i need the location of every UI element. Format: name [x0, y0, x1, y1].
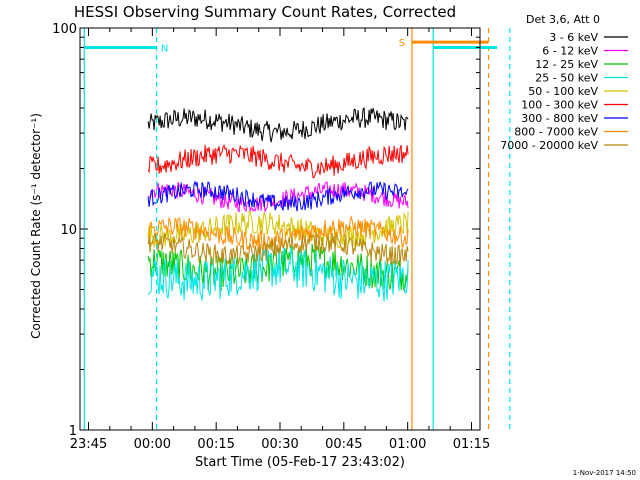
legend-label: 3 - 6 keV — [549, 31, 598, 44]
legend-label: 25 - 50 keV — [535, 72, 598, 85]
x-tick-label: 23:45 — [70, 437, 107, 452]
x-tick-label: 00:15 — [197, 437, 234, 452]
legend-label: 800 - 7000 keV — [514, 126, 598, 139]
x-tick-label: 01:00 — [389, 437, 426, 452]
series-line — [147, 144, 409, 179]
x-axis-label: Start Time (05-Feb-17 23:43:02) — [195, 455, 405, 470]
series-line — [147, 181, 409, 214]
series-line — [147, 107, 409, 143]
legend-header: Det 3,6, Att 0 — [526, 13, 600, 26]
legend-label: 50 - 100 keV — [528, 85, 598, 98]
series-line — [147, 214, 409, 251]
legend-label: 6 - 12 keV — [542, 45, 598, 58]
axes: 1 10 100 23:45 00:00 00:15 00:30 00:45 01:00 01:1… — [52, 22, 490, 452]
timestamp: 1-Nov-2017 14:50 — [573, 469, 636, 477]
y-tick-label: 100 — [52, 22, 77, 37]
x-tick-label: 00:30 — [261, 437, 298, 452]
x-tick-label: 00:45 — [325, 437, 362, 452]
series-line — [147, 180, 409, 212]
chart-title: HESSI Observing Summary Count Rates, Cor… — [74, 3, 456, 21]
series-line — [147, 231, 409, 267]
x-tick-label: 01:15 — [453, 437, 490, 452]
legend-label: 100 - 300 keV — [521, 99, 598, 112]
y-tick-label: 1 — [69, 424, 77, 439]
legend-label: 7000 - 20000 keV — [500, 139, 598, 152]
series-line — [148, 246, 409, 302]
flag-label: S — [399, 38, 405, 49]
y-axis-label: Corrected Count Rate (s⁻¹ detector⁻¹) — [29, 113, 43, 339]
legend-label: 12 - 25 keV — [535, 58, 598, 71]
flag-label: N — [161, 43, 168, 54]
legend-label: 300 - 800 keV — [521, 112, 598, 125]
x-tick-label: 00:00 — [134, 437, 171, 452]
y-tick-label: 10 — [60, 223, 77, 238]
